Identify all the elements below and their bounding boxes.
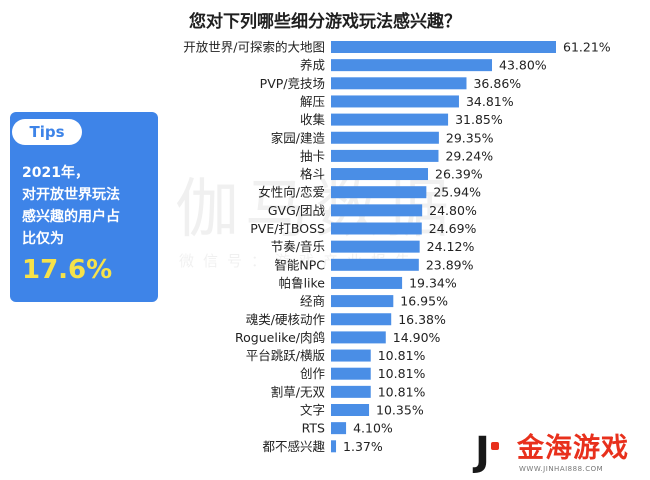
tips-line-4: 比仅为: [22, 231, 64, 247]
tips-text: 2021年， 对开放世界玩法 感兴趣的用户占 比仅为: [22, 162, 154, 250]
category-label: 家园/建造: [271, 130, 326, 145]
category-label: PVP/竞技场: [260, 76, 325, 91]
value-label: 29.35%: [446, 130, 494, 145]
category-label: 文字: [300, 403, 325, 418]
value-label: 61.21%: [563, 40, 611, 55]
bar: [331, 95, 459, 108]
value-label: 16.38%: [398, 312, 446, 327]
category-label: PVE/打BOSS: [250, 221, 325, 236]
bar: [331, 240, 420, 253]
category-label: 抽卡: [300, 148, 325, 163]
value-label: 31.85%: [455, 112, 503, 127]
category-label: 都不感兴趣: [262, 439, 325, 454]
value-label: 23.89%: [426, 257, 474, 272]
category-label: 开放世界/可探索的大地图: [183, 40, 325, 55]
tips-line-2: 对开放世界玩法: [22, 187, 120, 203]
bar: [331, 186, 427, 199]
category-label: 割草/无双: [271, 384, 326, 399]
bar: [331, 77, 467, 90]
tips-badge: Tips: [12, 119, 82, 145]
value-label: 19.34%: [409, 275, 457, 290]
bar: [331, 222, 422, 235]
value-label: 34.81%: [466, 94, 514, 109]
bar: [331, 349, 371, 362]
logo-url: WWW.JINHAI888.COM: [519, 465, 604, 473]
value-label: 10.35%: [376, 403, 424, 418]
logo-dot-icon: [491, 442, 499, 450]
bar: [331, 367, 371, 380]
bar: [331, 131, 439, 144]
value-label: 10.81%: [378, 384, 426, 399]
bar: [331, 422, 347, 435]
category-label: 平台跳跃/横版: [246, 348, 326, 363]
value-label: 24.69%: [429, 221, 477, 236]
category-label: RTS: [302, 421, 325, 436]
category-label: 格斗: [300, 167, 325, 182]
bar: [331, 258, 419, 271]
bar: [331, 331, 386, 344]
value-label: 1.37%: [343, 439, 383, 454]
tips-value: 17.6%: [22, 255, 113, 285]
bar: [331, 385, 371, 398]
value-label: 24.12%: [427, 239, 475, 254]
tips-line-3: 感兴趣的用户占: [22, 209, 120, 225]
bar: [331, 168, 429, 181]
category-label: 魂类/硬核动作: [246, 312, 326, 327]
bar: [331, 313, 392, 326]
tips-line-1: 2021年，: [22, 165, 89, 181]
logo-text: 金海游戏: [517, 433, 629, 464]
bar: [331, 41, 556, 53]
value-label: 26.39%: [435, 167, 483, 182]
category-label: 创作: [300, 366, 326, 381]
bar: [331, 113, 449, 126]
value-label: 4.10%: [353, 421, 393, 436]
chart-title: 您对下列哪些细分游戏玩法感兴趣？: [189, 12, 461, 32]
category-label: 帕鲁like: [279, 275, 326, 290]
value-label: 43.80%: [499, 58, 547, 73]
category-label: 节奏/音乐: [271, 239, 325, 254]
bar: [331, 59, 493, 72]
category-label: Roguelike/肉鸽: [235, 330, 325, 345]
category-label: 养成: [300, 58, 325, 73]
value-label: 24.80%: [429, 203, 477, 218]
category-label: 经商: [300, 294, 325, 309]
bar: [331, 276, 403, 289]
bar: [331, 404, 370, 416]
value-label: 10.81%: [378, 366, 426, 381]
category-label: 收集: [300, 112, 326, 127]
logo-j-icon: J: [475, 429, 490, 475]
bar: [331, 204, 423, 217]
category-label: GVG/团战: [268, 203, 326, 218]
category-label: 智能NPC: [274, 257, 325, 272]
value-label: 36.86%: [473, 76, 521, 91]
site-logo: J 金海游戏 WWW.JINHAI888.COM: [475, 429, 645, 476]
value-label: 10.81%: [378, 348, 426, 363]
bar: [331, 295, 394, 308]
bar: [331, 440, 337, 453]
value-label: 14.90%: [393, 330, 441, 345]
bar: [331, 149, 439, 162]
value-label: 29.24%: [445, 148, 493, 163]
value-label: 25.94%: [433, 185, 481, 200]
category-label: 解压: [300, 94, 325, 109]
value-label: 16.95%: [400, 294, 448, 309]
category-label: 女性向/恋爱: [258, 185, 325, 200]
